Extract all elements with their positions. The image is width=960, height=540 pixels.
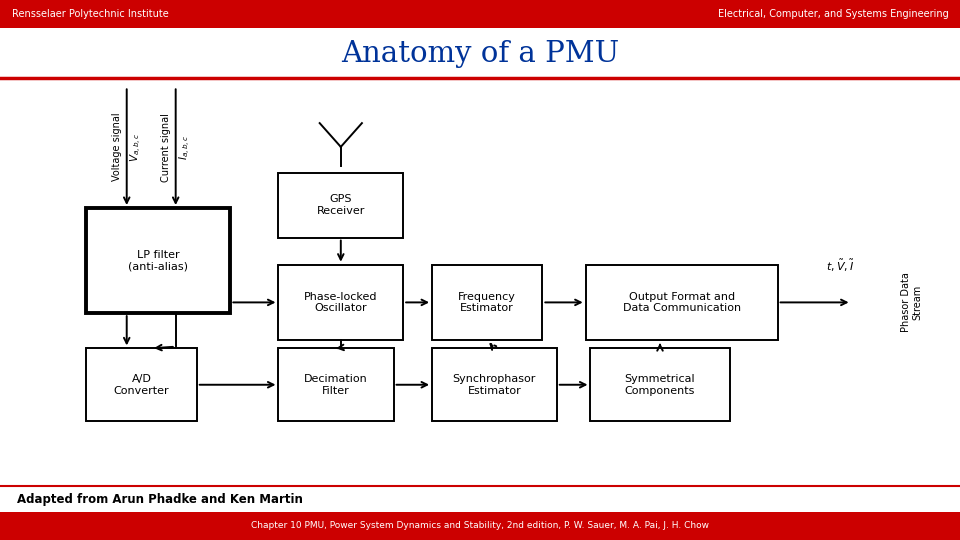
Text: Anatomy of a PMU: Anatomy of a PMU bbox=[341, 40, 619, 68]
Text: Voltage signal: Voltage signal bbox=[112, 113, 122, 181]
Text: Rensselaer Polytechnic Institute: Rensselaer Polytechnic Institute bbox=[12, 9, 168, 19]
FancyBboxPatch shape bbox=[278, 173, 403, 238]
Text: Electrical, Computer, and Systems Engineering: Electrical, Computer, and Systems Engine… bbox=[718, 9, 948, 19]
Text: Frequency
Estimator: Frequency Estimator bbox=[458, 292, 516, 313]
FancyBboxPatch shape bbox=[86, 348, 197, 421]
Text: $t, \tilde{V}, \tilde{I}$: $t, \tilde{V}, \tilde{I}$ bbox=[826, 258, 854, 274]
Text: Phasor Data
Stream: Phasor Data Stream bbox=[901, 273, 923, 332]
FancyBboxPatch shape bbox=[86, 208, 230, 313]
Text: Synchrophasor
Estimator: Synchrophasor Estimator bbox=[453, 374, 536, 395]
FancyBboxPatch shape bbox=[590, 348, 730, 421]
Bar bbox=[0, 0, 960, 28]
Text: A/D
Converter: A/D Converter bbox=[114, 374, 169, 395]
FancyBboxPatch shape bbox=[586, 265, 778, 340]
Text: Current signal: Current signal bbox=[161, 113, 171, 181]
FancyBboxPatch shape bbox=[278, 348, 394, 421]
Text: Symmetrical
Components: Symmetrical Components bbox=[625, 374, 695, 395]
FancyBboxPatch shape bbox=[278, 265, 403, 340]
FancyBboxPatch shape bbox=[432, 265, 542, 340]
Text: $I_{a,b,c}$: $I_{a,b,c}$ bbox=[178, 134, 193, 160]
Text: Adapted from Arun Phadke and Ken Martin: Adapted from Arun Phadke and Ken Martin bbox=[17, 493, 303, 506]
Text: Phase-locked
Oscillator: Phase-locked Oscillator bbox=[304, 292, 377, 313]
Text: Decimation
Filter: Decimation Filter bbox=[304, 374, 368, 395]
Bar bbox=[0, 512, 960, 540]
Text: LP filter
(anti-alias): LP filter (anti-alias) bbox=[129, 249, 188, 271]
Text: Chapter 10 PMU, Power System Dynamics and Stability, 2nd edition, P. W. Sauer, M: Chapter 10 PMU, Power System Dynamics an… bbox=[251, 522, 709, 530]
Text: GPS
Receiver: GPS Receiver bbox=[317, 194, 365, 216]
Text: Output Format and
Data Communication: Output Format and Data Communication bbox=[622, 292, 741, 313]
FancyBboxPatch shape bbox=[432, 348, 557, 421]
Text: $V_{a,b,c}$: $V_{a,b,c}$ bbox=[129, 132, 144, 162]
